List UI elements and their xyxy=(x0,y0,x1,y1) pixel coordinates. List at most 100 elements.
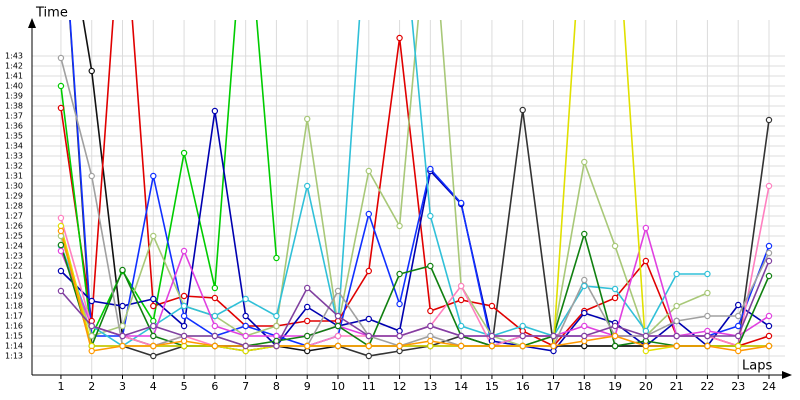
x-tick-label: 10 xyxy=(331,380,345,393)
y-tick-label: 1:23 xyxy=(5,252,23,261)
point xyxy=(765,342,773,350)
point xyxy=(611,322,619,330)
point xyxy=(334,332,342,340)
point xyxy=(119,332,126,340)
plot-area xyxy=(57,20,773,360)
point xyxy=(457,199,465,207)
point xyxy=(581,158,588,166)
point xyxy=(119,342,126,350)
y-tick-label: 1:22 xyxy=(5,262,23,271)
point xyxy=(550,342,557,350)
point xyxy=(150,172,157,180)
point xyxy=(88,347,95,355)
point xyxy=(180,247,188,255)
x-axis-title: Laps xyxy=(742,359,772,374)
y-axis-arrow xyxy=(28,18,36,28)
x-tick-label: 11 xyxy=(362,380,376,393)
point xyxy=(765,242,773,250)
point xyxy=(642,224,650,232)
point xyxy=(273,312,280,320)
point xyxy=(550,332,557,340)
series-line xyxy=(60,57,770,347)
point xyxy=(334,322,342,330)
x-tick-label: 12 xyxy=(393,380,407,393)
x-tick-label: 17 xyxy=(546,380,560,393)
y-tick-label: 1:21 xyxy=(5,272,23,281)
x-tick-label: 20 xyxy=(639,380,653,393)
point xyxy=(242,342,249,350)
point xyxy=(150,302,157,310)
x-tick-label: 22 xyxy=(700,380,714,393)
y-tick-label: 1:15 xyxy=(5,332,23,341)
point xyxy=(427,262,434,270)
x-tick-label: 2 xyxy=(88,380,95,393)
point xyxy=(150,342,157,350)
point xyxy=(180,322,188,330)
point xyxy=(704,332,711,340)
point xyxy=(396,300,403,308)
y-tick-label: 1:40 xyxy=(5,82,23,91)
point xyxy=(365,267,372,275)
point xyxy=(242,295,249,303)
x-tick-label: 14 xyxy=(454,380,468,393)
point xyxy=(211,294,219,302)
point xyxy=(180,292,188,300)
point xyxy=(150,232,157,240)
y-tick-label: 1:17 xyxy=(5,312,23,321)
y-tick-label: 1:25 xyxy=(5,232,23,241)
point xyxy=(57,104,65,112)
point xyxy=(334,287,342,295)
point xyxy=(765,332,773,340)
point xyxy=(365,315,372,323)
point xyxy=(765,116,773,124)
point xyxy=(57,82,65,90)
point xyxy=(581,332,588,340)
point xyxy=(88,67,95,75)
point xyxy=(304,115,311,123)
x-axis-arrow xyxy=(782,371,792,379)
series-line xyxy=(60,20,708,347)
y-tick-label: 1:24 xyxy=(5,242,23,251)
point xyxy=(150,322,157,330)
point xyxy=(673,317,680,325)
point xyxy=(150,352,157,360)
point xyxy=(611,332,619,340)
point xyxy=(211,342,219,350)
point xyxy=(57,247,65,255)
point xyxy=(457,332,465,340)
point xyxy=(765,272,773,280)
point xyxy=(611,294,619,302)
point xyxy=(735,347,742,355)
series-line xyxy=(60,20,770,347)
y-tick-label: 1:34 xyxy=(5,142,23,151)
y-tick-label: 1:28 xyxy=(5,202,23,211)
y-axis-title: Time xyxy=(35,6,68,21)
point xyxy=(457,296,465,304)
point xyxy=(273,254,280,262)
point xyxy=(581,282,588,290)
point xyxy=(211,107,219,115)
point xyxy=(642,332,650,340)
point xyxy=(704,312,711,320)
y-tick-label: 1:35 xyxy=(5,132,23,141)
point xyxy=(427,212,434,220)
y-tick-label: 1:29 xyxy=(5,192,23,201)
point xyxy=(427,337,434,345)
y-tick-label: 1:16 xyxy=(5,322,23,331)
point xyxy=(673,270,680,278)
x-tick-label: 3 xyxy=(119,380,126,393)
x-tick-label: 24 xyxy=(762,380,776,393)
point xyxy=(642,342,650,350)
x-tick-label: 19 xyxy=(608,380,622,393)
point xyxy=(704,289,711,297)
point xyxy=(365,332,372,340)
point xyxy=(119,302,126,310)
y-tick-label: 1:19 xyxy=(5,292,23,301)
point xyxy=(57,227,65,235)
y-tick-label: 1:32 xyxy=(5,162,23,171)
point xyxy=(57,214,65,222)
point xyxy=(57,267,65,275)
x-tick-label: 23 xyxy=(731,380,745,393)
y-tick-label: 1:37 xyxy=(5,112,23,121)
y-tick-label: 1:26 xyxy=(5,222,23,231)
